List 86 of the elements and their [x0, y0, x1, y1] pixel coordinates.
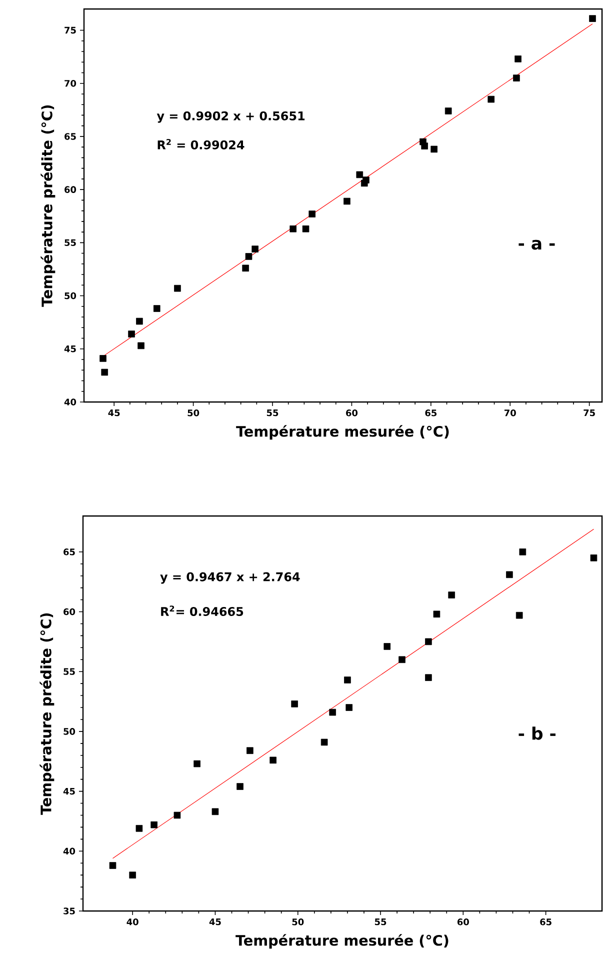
annotation: y = 0.9902 x + 0.5651 [156, 111, 305, 123]
annotation: R$^{2}$ = 0.99024 [158, 138, 244, 150]
annotation: R$^{2}$= 0.94665 [161, 606, 244, 616]
point [270, 756, 276, 764]
point [506, 571, 513, 578]
point [356, 171, 364, 178]
y-tick-label: 45 [64, 346, 76, 352]
point [344, 676, 351, 684]
x-axis-title: Température mesurée (°C) [236, 425, 449, 440]
y-tick-label: 40 [64, 398, 76, 406]
x-tick-label: 50 [292, 918, 304, 926]
x-axis-title: Température mesurée (°C) [236, 934, 448, 949]
y-tick-label: 65 [64, 133, 76, 140]
point [398, 656, 406, 664]
y-tick-label: 50 [64, 728, 76, 735]
point [136, 318, 143, 325]
point [308, 210, 316, 218]
annotation: y = 0.9467 x + 2.764 [160, 572, 300, 584]
point [320, 738, 328, 746]
y-tick-label: 40 [63, 848, 76, 855]
y-axis-title: Température prédite (°C) [40, 105, 56, 307]
y-tick-label: 50 [64, 292, 76, 300]
x-tick-label: 60 [457, 918, 469, 926]
point [109, 862, 116, 869]
point [242, 264, 249, 272]
point [174, 284, 181, 292]
y-tick-label: 65 [64, 548, 75, 556]
point [430, 146, 438, 153]
point [346, 704, 353, 711]
y-tick-label: 70 [64, 80, 76, 87]
x-tick-label: 45 [108, 410, 120, 416]
annotation: - a - [518, 240, 555, 250]
point [433, 610, 440, 618]
y-tick-label: 60 [64, 608, 76, 616]
x-tick-label: 45 [209, 918, 221, 926]
point [153, 305, 160, 312]
point [212, 808, 219, 816]
point [100, 355, 106, 362]
point [589, 15, 596, 22]
point [590, 554, 598, 562]
point [246, 747, 254, 754]
point [138, 342, 144, 350]
x-tick-label: 75 [584, 410, 595, 416]
point [252, 246, 258, 252]
point [290, 225, 296, 232]
point [329, 708, 336, 716]
x-tick-label: 65 [540, 918, 552, 926]
point [291, 700, 298, 708]
point [360, 180, 368, 187]
x-tick-label: 70 [504, 410, 516, 416]
point [425, 638, 432, 646]
point [194, 760, 200, 768]
point [101, 368, 108, 376]
point [128, 330, 135, 338]
point [513, 74, 520, 82]
point [150, 821, 158, 828]
point [519, 548, 526, 556]
point [421, 142, 428, 150]
y-tick-label: 75 [64, 26, 76, 34]
x-tick-label: 55 [374, 918, 386, 926]
point [236, 783, 244, 790]
x-tick-label: 55 [266, 410, 278, 416]
y-tick-label: 45 [63, 788, 75, 795]
point [174, 812, 181, 819]
x-tick-label: 60 [346, 410, 358, 416]
point [245, 253, 252, 260]
point [136, 825, 143, 832]
y-tick-label: 35 [64, 908, 75, 914]
point [516, 612, 523, 619]
x-tick-label: 50 [188, 410, 200, 416]
point [344, 198, 350, 205]
point [129, 872, 136, 878]
y-tick-label: 55 [64, 668, 75, 675]
point [448, 592, 455, 598]
y-tick-label: 55 [64, 239, 76, 246]
x-tick-label: 65 [425, 410, 437, 416]
x-tick-label: 40 [126, 918, 138, 926]
annotation: - b - [518, 726, 556, 740]
point [444, 108, 452, 114]
y-axis-title: Température prédite (°C) [40, 613, 54, 815]
point [425, 674, 432, 681]
point [514, 56, 522, 62]
point [488, 96, 495, 103]
y-tick-label: 60 [64, 186, 76, 193]
point [302, 225, 310, 232]
point [384, 643, 391, 650]
